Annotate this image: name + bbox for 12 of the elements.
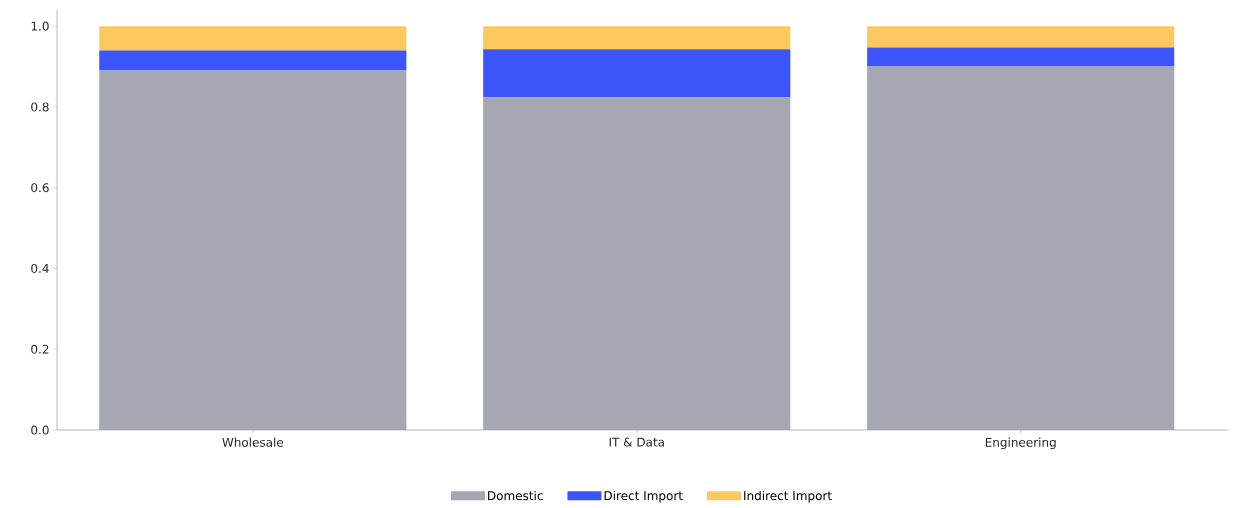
x-tick-label: IT & Data (609, 437, 664, 447)
y-tick-label: 1.0 (31, 21, 49, 31)
y-tick-label: 0.0 (31, 425, 49, 435)
x-tick-label: Engineering (985, 437, 1056, 450)
y-tick-label: 0.2 (31, 344, 49, 354)
legend-label: Indirect Import (744, 490, 832, 503)
y-tick-label: 0.6 (31, 183, 49, 193)
y-tick-label: 0.4 (31, 263, 49, 273)
legend-label: Direct Import (604, 490, 683, 503)
y-tick-label: 0.8 (31, 102, 49, 112)
legend-label: Domestic (488, 490, 543, 501)
x-tick-label: Wholesale (222, 437, 284, 447)
